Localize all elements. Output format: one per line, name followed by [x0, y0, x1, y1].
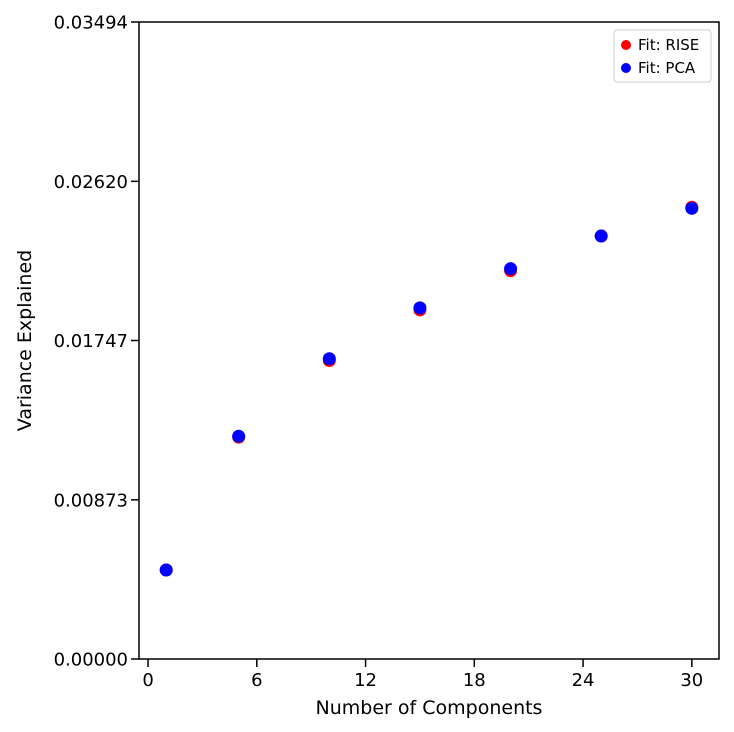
legend-label: Fit: RISE	[638, 36, 699, 54]
ticks-layer: 0 6 12 18 24 30 0.00000 0.00873 0.01747 0.02620 0.…	[54, 13, 704, 692]
x-tick-label: 18	[463, 670, 486, 691]
x-tick-label: 6	[251, 670, 262, 691]
x-tick-label: 12	[354, 670, 377, 691]
legend: Fit: RISE Fit: PCA	[613, 29, 712, 83]
data-point	[685, 201, 699, 215]
x-axis-label: Number of Components	[316, 697, 543, 719]
y-tick-label: 0.03494	[54, 13, 128, 34]
y-tick-label: 0.01747	[54, 331, 128, 352]
legend-label: Fit: PCA	[638, 59, 696, 77]
legend-marker	[621, 40, 631, 50]
y-tick-label: 0.02620	[54, 172, 128, 193]
x-tick-label: 30	[680, 670, 703, 691]
data-point	[322, 352, 336, 366]
data-point	[594, 229, 608, 243]
y-axis-label: Variance Explained	[14, 250, 36, 431]
legend-box	[613, 29, 712, 83]
y-tick-label: 0.00000	[54, 650, 128, 671]
plot-frame	[138, 21, 720, 660]
y-tick-label: 0.00873	[54, 490, 128, 511]
data-point	[159, 563, 173, 577]
x-tick-label: 0	[142, 670, 153, 691]
data-point	[232, 429, 246, 443]
points-layer	[159, 200, 699, 577]
data-point	[413, 301, 427, 315]
x-tick-label: 24	[572, 670, 595, 691]
data-point	[504, 262, 518, 276]
legend-marker	[621, 63, 631, 73]
